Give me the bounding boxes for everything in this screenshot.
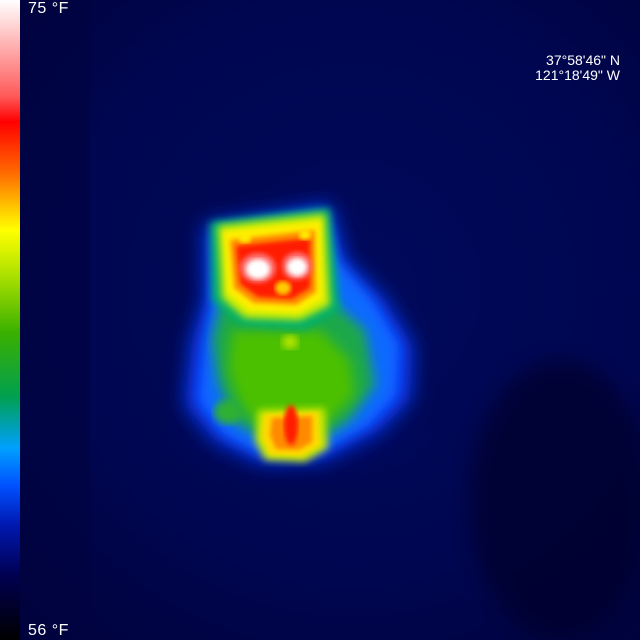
min-temperature-label: 56 °F — [28, 622, 69, 639]
temperature-scale-bar — [0, 0, 20, 640]
max-temperature-label: 75 °F — [28, 0, 69, 17]
longitude-label: 121°18'49" W — [535, 67, 620, 83]
heat-signature-animal — [185, 205, 412, 462]
latitude-label: 37°58'46" N — [546, 52, 620, 68]
background-shadow — [470, 360, 640, 640]
background-shadow — [20, 0, 90, 640]
